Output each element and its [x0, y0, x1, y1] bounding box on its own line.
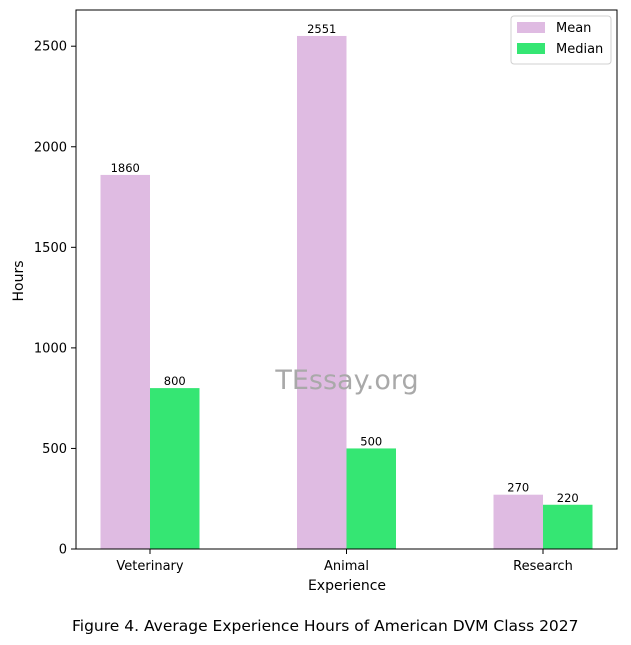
legend-swatch	[517, 43, 545, 54]
bar-mean-animal	[297, 35, 347, 550]
bar-median-research	[543, 504, 593, 549]
bar-mean-research	[493, 494, 543, 549]
x-tick-label: Research	[513, 559, 573, 574]
bar-labels-layer: 1860 800 2551 500 270 220	[111, 22, 579, 505]
y-tick-label: 2500	[34, 40, 67, 55]
y-tick-label: 1000	[34, 341, 67, 356]
bar-median-animal	[346, 448, 396, 549]
legend-label: Median	[556, 42, 603, 57]
bar-value-label: 2551	[307, 22, 336, 36]
legend-label: Mean	[556, 21, 591, 36]
x-tick-label: Animal	[324, 559, 369, 574]
y-axis-label: Hours	[11, 260, 27, 301]
figure-caption: Figure 4. Average Experience Hours of Am…	[72, 617, 579, 635]
bars-layer	[100, 35, 593, 550]
x-axis-label: Experience	[308, 578, 386, 594]
legend: Mean Median	[510, 15, 612, 65]
bar-mean-veterinary	[100, 174, 150, 549]
bar-value-label: 800	[164, 374, 186, 388]
watermark: TEssay.org	[274, 365, 418, 396]
y-tick-label: 2000	[34, 140, 67, 155]
y-axis: 0 500 1000 1500 2000 2500	[34, 40, 76, 558]
x-axis: Veterinary Animal Research	[116, 549, 573, 574]
legend-swatch	[517, 22, 545, 33]
y-tick-label: 1500	[34, 241, 67, 256]
x-tick-label: Veterinary	[116, 559, 183, 574]
bar-value-label: 270	[507, 481, 529, 495]
y-tick-label: 0	[59, 543, 67, 558]
bar-value-label: 500	[360, 434, 382, 448]
bar-median-veterinary	[150, 388, 200, 549]
bar-value-label: 1860	[111, 161, 140, 175]
bar-value-label: 220	[557, 491, 579, 505]
y-tick-label: 500	[42, 442, 67, 457]
